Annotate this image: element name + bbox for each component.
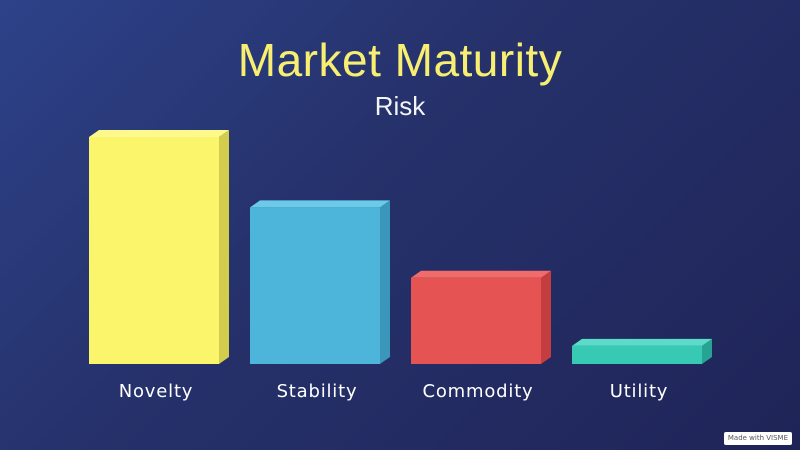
category-label-commodity: Commodity <box>423 381 534 402</box>
bar-top-face <box>411 270 551 278</box>
bar-front-face <box>572 345 702 364</box>
chart-title: Market Maturity <box>237 34 563 86</box>
bar-stability <box>250 200 390 364</box>
visme-watermark[interactable]: Made with VISME <box>723 432 792 445</box>
bar-front-face <box>250 207 380 364</box>
bar-side-face <box>380 200 390 364</box>
bar-side-face <box>541 270 551 364</box>
bar-top-face <box>572 338 712 346</box>
bar-front-face <box>89 137 219 364</box>
bar-front-face <box>411 277 541 364</box>
bar-commodity <box>411 270 551 364</box>
category-label-stability: Stability <box>277 381 358 402</box>
bar-side-face <box>702 338 712 364</box>
category-label-utility: Utility <box>610 381 669 402</box>
category-label-novelty: Novelty <box>119 381 194 402</box>
bar-utility <box>572 338 712 364</box>
bar-top-face <box>89 130 229 137</box>
bar-top-face <box>250 200 390 208</box>
chart-subtitle: Risk <box>374 91 426 121</box>
bar-side-face <box>219 130 229 364</box>
bar-novelty <box>89 130 229 364</box>
